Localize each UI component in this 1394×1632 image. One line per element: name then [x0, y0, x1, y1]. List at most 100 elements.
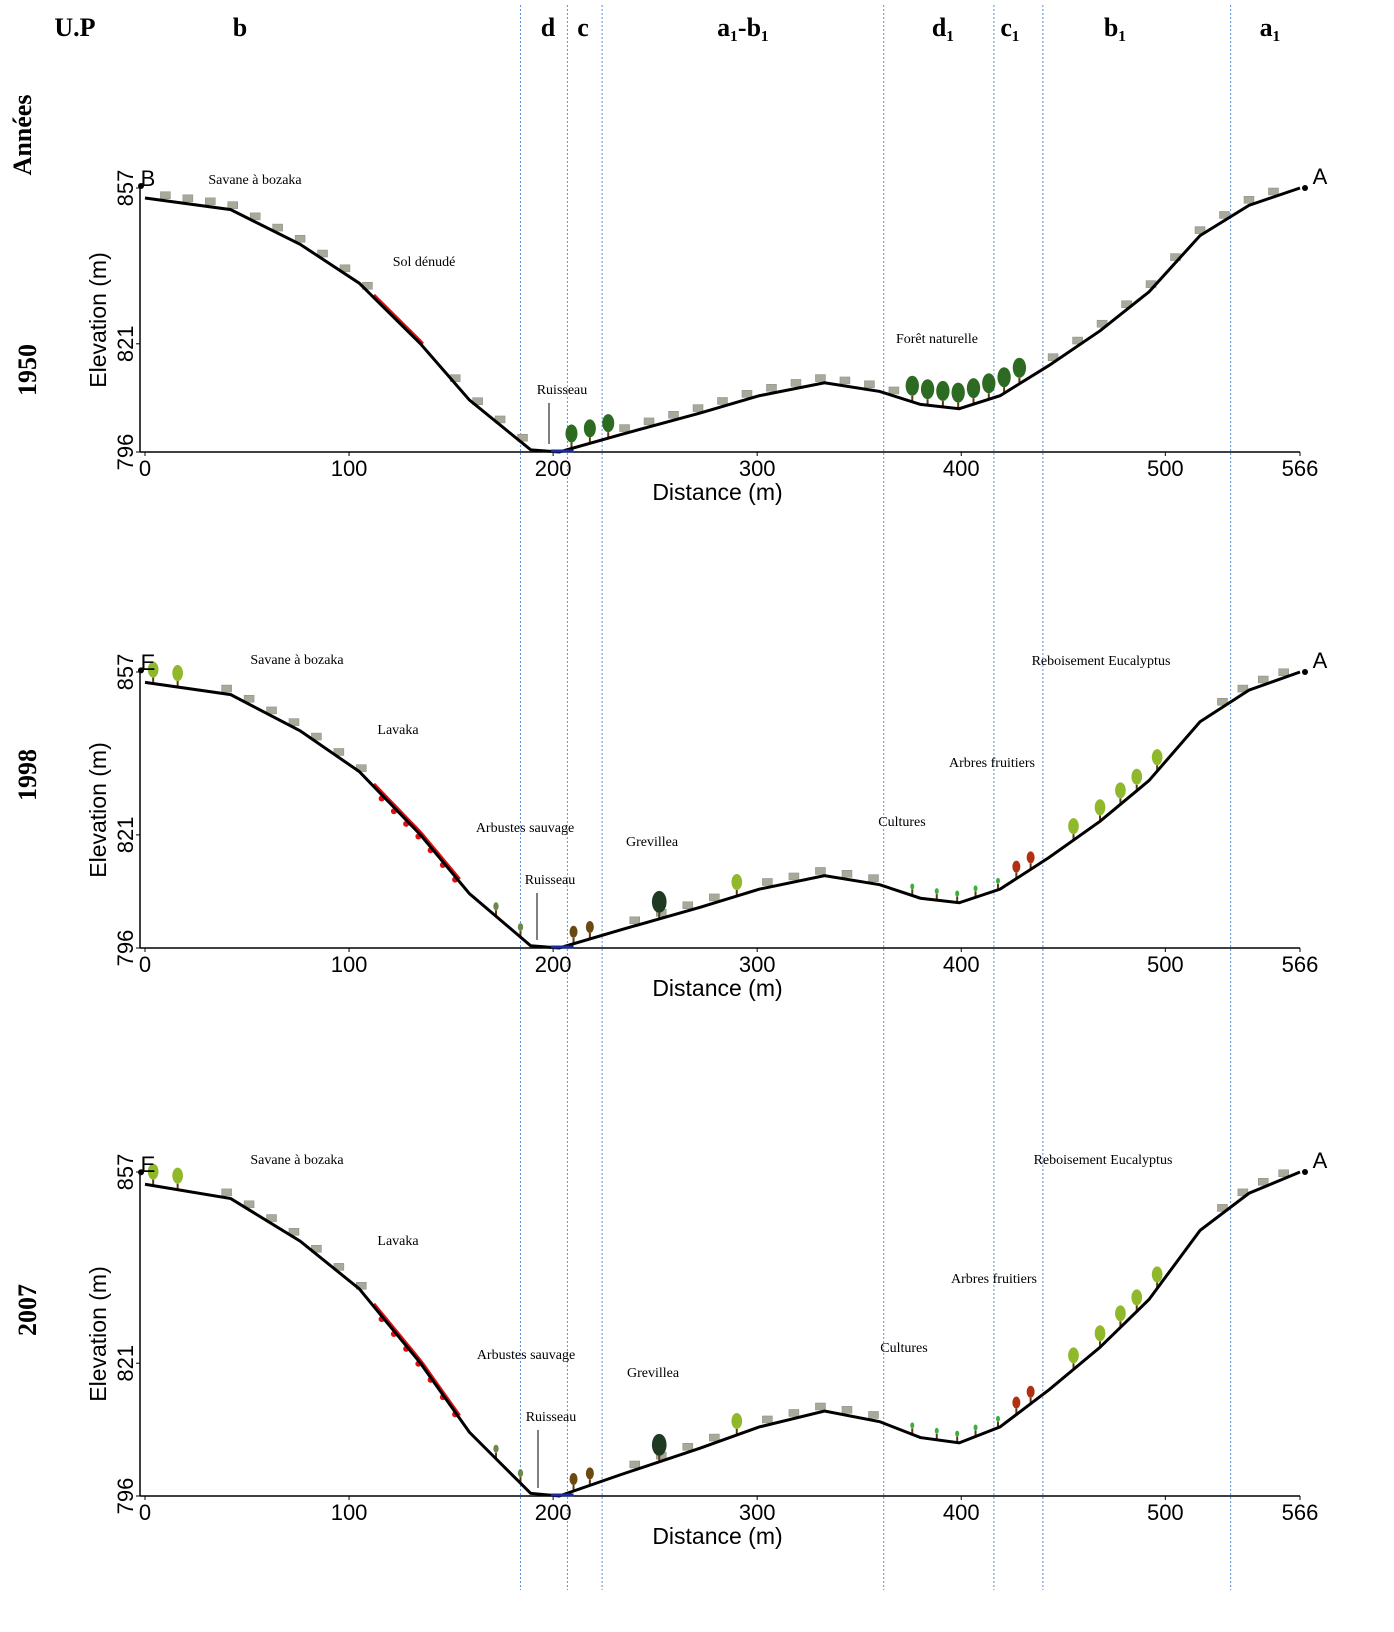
grass-symbol	[683, 902, 693, 909]
unit-label: c	[577, 13, 589, 42]
tree-symbol	[1095, 1325, 1106, 1341]
grass-symbol	[864, 381, 874, 388]
x-tick-label: 0	[139, 1500, 151, 1525]
tree-symbol	[1027, 1386, 1035, 1398]
tree-symbol	[584, 419, 596, 437]
annotation: Forêt naturelle	[896, 332, 978, 347]
tree-symbol	[996, 878, 1000, 884]
annotation: Arbustes sauvage	[477, 1348, 575, 1363]
tree-symbol	[570, 1473, 578, 1485]
tree-symbol	[982, 373, 995, 393]
tree-symbol	[955, 891, 959, 897]
unit-label: a₁	[1260, 13, 1281, 42]
x-tick-label: 500	[1147, 952, 1184, 977]
y-tick-label: 796	[113, 930, 138, 967]
unit-label: d₁	[932, 13, 954, 42]
y-tick-label: 821	[113, 817, 138, 854]
tree-symbol	[1152, 1266, 1163, 1282]
annotation: Lavaka	[377, 1234, 419, 1249]
x-axis-title: Distance (m)	[652, 479, 782, 505]
tree-symbol	[586, 921, 594, 933]
x-tick-label: 566	[1282, 1500, 1319, 1525]
endpoint	[1302, 669, 1308, 675]
tree-symbol	[935, 888, 939, 894]
grass-symbol	[842, 870, 852, 877]
x-tick-label: 200	[535, 952, 572, 977]
annotation: Arbustes sauvage	[476, 821, 574, 836]
tree-symbol	[974, 885, 978, 891]
x-tick-label: 400	[943, 1500, 980, 1525]
tree-symbol	[936, 381, 949, 401]
y-tick-label: 821	[113, 1345, 138, 1382]
y-tick-label: 796	[113, 1478, 138, 1515]
endpoint-label: B	[141, 166, 156, 191]
grass-symbol	[1268, 188, 1278, 195]
grass-symbol	[789, 873, 799, 880]
grass-symbol	[205, 198, 215, 205]
grass-symbol	[630, 1461, 640, 1468]
y-tick-label: 796	[113, 434, 138, 471]
endpoint	[1302, 1169, 1308, 1175]
annotation: Ruisseau	[526, 1410, 577, 1425]
grass-symbol	[1244, 196, 1254, 203]
header-label: U.P	[54, 13, 95, 42]
x-tick-label: 300	[739, 456, 776, 481]
tree-symbol	[570, 926, 578, 938]
year-label: 1998	[13, 749, 42, 801]
x-tick-label: 500	[1147, 1500, 1184, 1525]
elevation-profile	[145, 188, 1300, 452]
y-axis-title: Elevation (m)	[85, 742, 111, 877]
figure: U.P Années bdca₁-b₁d₁c₁b₁a₁1950010020030…	[0, 0, 1394, 1632]
grass-symbol	[762, 1416, 772, 1423]
grass-symbol	[815, 867, 825, 874]
endpoint-label: A	[1313, 164, 1328, 189]
grass-symbol	[1258, 676, 1268, 683]
year-label: 2007	[13, 1284, 42, 1336]
tree-symbol	[586, 1467, 594, 1479]
tree-symbol	[172, 1168, 183, 1184]
x-tick-label: 400	[943, 456, 980, 481]
grass-symbol	[620, 425, 630, 432]
x-tick-label: 400	[943, 952, 980, 977]
grass-symbol	[222, 685, 232, 692]
grass-symbol	[228, 202, 238, 209]
grass-symbol	[693, 405, 703, 412]
y-tick-label: 857	[113, 1154, 138, 1191]
grass-symbol	[160, 192, 170, 199]
y-tick-label: 857	[113, 170, 138, 207]
elevation-profile	[145, 672, 1300, 948]
tree-symbol	[1068, 1347, 1079, 1363]
tree-symbol	[1115, 782, 1126, 798]
tree-symbol	[1152, 749, 1163, 765]
endpoint-label: A	[1313, 648, 1328, 673]
tree-symbol	[602, 414, 614, 432]
annotation: Arbres fruitiers	[949, 756, 1035, 771]
annotation: Arbres fruitiers	[951, 1272, 1037, 1287]
y-tick-label: 857	[113, 654, 138, 691]
annotation: Reboisement Eucalyptus	[1034, 1153, 1173, 1168]
tree-symbol	[1013, 358, 1026, 378]
tree-symbol	[921, 379, 934, 399]
unit-label: d	[541, 13, 556, 42]
grass-symbol	[630, 917, 640, 924]
tree-symbol	[565, 425, 577, 443]
tree-symbol	[1012, 1397, 1020, 1409]
grass-symbol	[1279, 669, 1289, 676]
y-tick-label: 821	[113, 325, 138, 362]
annotation: Reboisement Eucalyptus	[1032, 654, 1171, 669]
unit-label: a₁-b₁	[717, 13, 769, 42]
tree-symbol	[493, 902, 498, 910]
tree-symbol	[910, 1422, 914, 1428]
x-axis-title: Distance (m)	[652, 1523, 782, 1549]
years-label: Années	[8, 95, 37, 176]
annotation: Cultures	[880, 1341, 927, 1356]
grass-symbol	[869, 1411, 879, 1418]
tree-symbol	[1131, 769, 1142, 785]
annotation: Cultures	[878, 815, 925, 830]
x-tick-label: 200	[535, 456, 572, 481]
unit-label: b₁	[1104, 13, 1126, 42]
endpoint	[1302, 185, 1308, 191]
tree-symbol	[731, 1413, 742, 1429]
grass-symbol	[889, 387, 899, 394]
tree-symbol	[996, 1416, 1000, 1422]
